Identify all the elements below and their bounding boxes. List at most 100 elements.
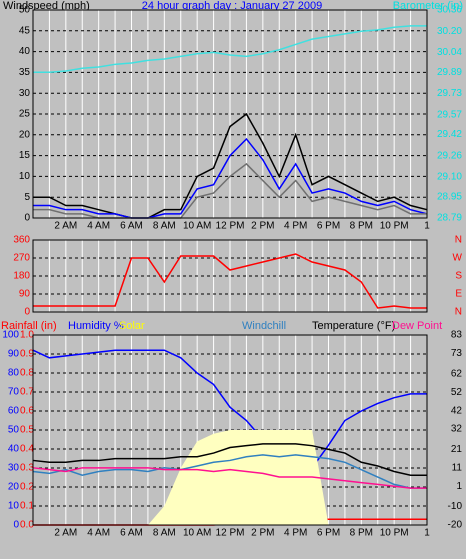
y-tick-label: 10 [19, 171, 31, 182]
y2-tick-label: 28.79 [437, 213, 462, 224]
line [32, 454, 427, 489]
x-tick-label: 10 AM [183, 528, 211, 539]
y-tick-label: 40 [19, 46, 31, 57]
y-tick-label: 20 [19, 129, 31, 140]
x-tick-label: 6 PM [317, 528, 340, 539]
x-tick-label: 6 AM [120, 528, 143, 539]
y2-tick-label: -20 [448, 520, 463, 531]
y-axis-label: Windspeed (mph) [3, 0, 90, 12]
y2-tick-label: 29.73 [437, 88, 462, 99]
x-tick-label: 12 PM [216, 528, 245, 539]
x-tick-label: 10 AM [183, 221, 211, 232]
y2-tick-label: E [455, 289, 462, 300]
y2-tick-label: 29.10 [437, 172, 462, 183]
y-tick-label: 90 [19, 289, 31, 300]
y2-tick-label: 42 [451, 405, 463, 416]
y2-tick-label: S [455, 271, 462, 282]
x-tick-label: 6 PM [317, 221, 340, 232]
y2-tick-label: W [453, 253, 463, 264]
y-tick-label: 0 [24, 307, 30, 318]
x-tick-label: 8 PM [350, 528, 373, 539]
y2-tick-label: N [455, 235, 462, 246]
plot-border [32, 239, 428, 313]
x-tick-label: 10 PM [380, 221, 409, 232]
y-tick-label: 0 [24, 213, 30, 224]
y-tick-label: 5 [24, 192, 30, 203]
y3-tick-label: 0.0 [20, 520, 34, 531]
y3-tick-label: 0.3 [20, 463, 34, 474]
y-tick-label: 50 [8, 425, 20, 436]
x-tick-label: 8 PM [350, 221, 373, 232]
line [33, 25, 427, 74]
x-tick-label: 2 PM [251, 528, 274, 539]
y2-tick-label: 11 [452, 462, 463, 473]
y-tick-label: 70 [8, 387, 20, 398]
y3-tick-label: 0.5 [20, 425, 34, 436]
y-tick-label: 0 [13, 520, 19, 531]
y-tick-label: 90 [8, 349, 20, 360]
y-tick-label: 15 [19, 150, 31, 161]
y2-tick-label: 29.26 [437, 150, 462, 161]
x-tick-label: 8 AM [153, 528, 176, 539]
y3-tick-label: 0.4 [20, 444, 34, 455]
x-tick-label: 2 AM [54, 221, 77, 232]
y-tick-label: 100 [2, 330, 19, 341]
y3-tick-label: 0.1 [20, 501, 34, 512]
line [33, 137, 428, 219]
x-tick-label: 8 AM [153, 221, 176, 232]
y2-tick-label: 21 [451, 444, 463, 455]
legend-label: Rainfall (in) [1, 320, 57, 332]
chart-title: 24 hour graph day : January 27 2009 [142, 0, 322, 12]
x-tick-label: 6 AM [120, 221, 143, 232]
area [33, 430, 427, 525]
y2-tick-label: 62 [451, 368, 463, 379]
y-tick-label: 270 [13, 253, 30, 264]
y2-tick-label: 29.42 [437, 129, 462, 140]
y-tick-label: 35 [19, 67, 31, 78]
x-tick-label: 2 PM [251, 221, 274, 232]
legend-label: Humidity % [68, 320, 124, 332]
legend-label: Temperature (°F) [312, 320, 395, 332]
y-tick-label: 180 [13, 271, 30, 282]
y2-tick-label: 83 [451, 330, 463, 341]
y2-tick-label: 73 [451, 348, 463, 359]
line [32, 349, 427, 469]
y3-tick-label: 0.9 [20, 349, 34, 360]
y-tick-label: 10 [8, 501, 20, 512]
y-tick-label: 80 [8, 368, 20, 379]
y-tick-label: 45 [19, 25, 31, 36]
y3-tick-label: 0.6 [20, 406, 34, 417]
x-tick-label: 1 [424, 221, 430, 232]
y2-tick-label: 30.04 [437, 47, 462, 58]
line [33, 253, 427, 309]
plot-border [32, 9, 428, 219]
legend-label: Dew Point [392, 320, 442, 332]
y-tick-label: 25 [19, 109, 31, 120]
plot-border [32, 334, 428, 526]
y-tick-label: 30 [19, 88, 31, 99]
y-tick-label: 60 [8, 406, 20, 417]
y2-tick-label: 52 [451, 387, 463, 398]
x-tick-label: 4 PM [284, 221, 307, 232]
y3-tick-label: 0.7 [20, 387, 34, 398]
y3-tick-label: 0.2 [20, 482, 34, 493]
legend-label: Windchill [242, 320, 286, 332]
y2-tick-label: 29.89 [437, 67, 462, 78]
y-tick-label: 50 [19, 5, 31, 16]
x-tick-label: 4 PM [284, 528, 307, 539]
y2-axis-label: Barometer (in) [393, 0, 463, 12]
y-tick-label: 360 [13, 235, 30, 246]
line [33, 112, 428, 219]
legend-label: Solar [119, 320, 145, 332]
x-tick-label: 4 AM [87, 528, 110, 539]
y2-tick-label: -10 [448, 501, 463, 512]
y2-tick-label: 29.57 [437, 109, 462, 120]
y2-tick-label: N [455, 307, 462, 318]
y3-tick-label: 1.0 [20, 330, 34, 341]
x-tick-label: 4 AM [87, 221, 110, 232]
x-tick-label: 10 PM [380, 528, 409, 539]
y-tick-label: 20 [8, 482, 20, 493]
x-tick-label: 12 PM [216, 221, 245, 232]
y-tick-label: 40 [8, 444, 20, 455]
